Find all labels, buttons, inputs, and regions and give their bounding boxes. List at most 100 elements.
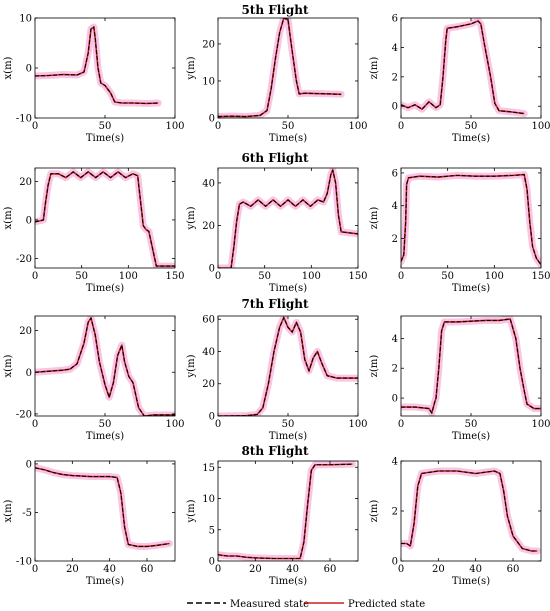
measured-series-line bbox=[218, 168, 358, 268]
y-tick-label: 40 bbox=[202, 347, 215, 358]
x-tick-label: 0 bbox=[398, 271, 404, 282]
x-tick-label: 100 bbox=[165, 121, 184, 132]
x-tick-label: 100 bbox=[302, 271, 321, 282]
row-title: 5th Flight bbox=[241, 3, 309, 17]
y-tick-label: 40 bbox=[202, 178, 215, 189]
y-axis-label: x(m) bbox=[3, 56, 14, 79]
y-axis-label: z(m) bbox=[369, 57, 380, 80]
x-tick-label: 20 bbox=[66, 564, 79, 575]
error-band bbox=[218, 316, 358, 416]
y-tick-label: 5 bbox=[209, 525, 215, 536]
y-tick-label: 10 bbox=[202, 494, 215, 505]
y-tick-label: 0 bbox=[26, 215, 32, 226]
legend-measured-label: Measured state bbox=[230, 599, 309, 610]
y-axis-label: x(m) bbox=[3, 499, 14, 522]
y-tick-label: 20 bbox=[202, 221, 215, 232]
y-axis-label: x(m) bbox=[3, 354, 14, 377]
x-tick-label: 50 bbox=[282, 419, 295, 430]
x-axis-label: Time(s) bbox=[269, 576, 307, 587]
x-axis-label: Time(s) bbox=[86, 133, 124, 144]
x-tick-label: 50 bbox=[441, 271, 454, 282]
x-tick-label: 0 bbox=[32, 271, 38, 282]
panel-zm: 0 50 100 0 2 4 6 Time(s) z(m) bbox=[369, 14, 550, 145]
y-axis-label: y(m) bbox=[186, 499, 197, 523]
measured-series-line bbox=[401, 318, 541, 415]
x-tick-label: 100 bbox=[531, 121, 550, 132]
y-axis-label: z(m) bbox=[369, 500, 380, 523]
error-band bbox=[401, 171, 541, 268]
x-tick-label: 150 bbox=[348, 271, 367, 282]
x-tick-label: 0 bbox=[215, 419, 221, 430]
x-axis-label: Time(s) bbox=[86, 576, 124, 587]
x-tick-label: 0 bbox=[215, 564, 221, 575]
x-tick-label: 100 bbox=[165, 419, 184, 430]
panel-zm: 0 50 100 0 2 4 Time(s) z(m) bbox=[369, 315, 550, 442]
plot-frame bbox=[34, 167, 176, 269]
x-tick-label: 50 bbox=[99, 419, 112, 430]
y-tick-label: 0 bbox=[26, 368, 32, 379]
panel-xm: 0 20 40 60 -10 -5 0 Time(s) x(m) bbox=[3, 459, 176, 587]
y-tick-label: 2 bbox=[392, 234, 398, 245]
y-tick-label: 20 bbox=[202, 379, 215, 390]
x-tick-label: 20 bbox=[432, 564, 445, 575]
y-tick-label: 0 bbox=[392, 102, 398, 113]
y-tick-label: -10 bbox=[16, 114, 32, 125]
y-tick-label: 60 bbox=[202, 315, 215, 326]
y-tick-label: 6 bbox=[392, 168, 398, 179]
y-tick-label: 20 bbox=[19, 177, 32, 188]
y-tick-label: -10 bbox=[16, 557, 32, 568]
y-tick-label: 10 bbox=[202, 76, 215, 87]
x-tick-label: 0 bbox=[398, 419, 404, 430]
y-axis-label: x(m) bbox=[3, 206, 14, 229]
x-axis-label: Time(s) bbox=[269, 431, 307, 442]
plot-frame bbox=[400, 17, 542, 119]
error-band bbox=[218, 168, 358, 268]
x-tick-label: 40 bbox=[286, 564, 299, 575]
panel-zm: 0 50 100 150 2 4 6 Time(s) z(m) bbox=[369, 167, 550, 294]
y-axis-label: z(m) bbox=[369, 355, 380, 378]
predicted-series-line bbox=[35, 171, 175, 267]
x-tick-label: 0 bbox=[32, 564, 38, 575]
y-axis-label: y(m) bbox=[186, 206, 197, 230]
predicted-series-line bbox=[401, 173, 541, 266]
y-tick-label: 0 bbox=[392, 394, 398, 405]
predicted-series-line bbox=[35, 467, 170, 548]
x-tick-label: 150 bbox=[165, 271, 184, 282]
measured-series-line bbox=[35, 171, 175, 267]
x-tick-label: 100 bbox=[531, 419, 550, 430]
x-tick-label: 50 bbox=[75, 271, 88, 282]
error-band bbox=[218, 461, 356, 561]
y-tick-label: 6 bbox=[392, 14, 398, 25]
plot-frame bbox=[34, 315, 176, 417]
y-tick-label: 4 bbox=[392, 334, 398, 345]
measured-series-line bbox=[401, 173, 541, 266]
measured-series-line bbox=[401, 470, 538, 552]
y-tick-label: 4 bbox=[392, 43, 398, 54]
panel-ym: 0 50 100 0 10 20 Time(s) y(m) bbox=[186, 17, 368, 144]
measured-series-line bbox=[218, 18, 342, 118]
error-band bbox=[35, 23, 162, 107]
y-tick-label: 4 bbox=[392, 201, 398, 212]
row-title: 6th Flight bbox=[241, 151, 309, 165]
error-band bbox=[401, 18, 528, 118]
x-tick-label: 100 bbox=[348, 419, 367, 430]
x-axis-label: Time(s) bbox=[86, 283, 124, 294]
x-tick-label: 20 bbox=[249, 564, 262, 575]
error-band bbox=[35, 464, 173, 550]
y-axis-label: y(m) bbox=[186, 56, 197, 80]
x-tick-label: 50 bbox=[258, 271, 271, 282]
row-title: 8th Flight bbox=[241, 444, 309, 458]
x-tick-label: 40 bbox=[103, 564, 116, 575]
error-band bbox=[401, 467, 541, 555]
y-tick-label: 2 bbox=[392, 72, 398, 83]
x-tick-label: 50 bbox=[282, 121, 295, 132]
y-tick-label: 0 bbox=[392, 557, 398, 568]
x-tick-label: 100 bbox=[348, 121, 367, 132]
y-tick-label: 15 bbox=[202, 463, 215, 474]
y-tick-label: 20 bbox=[202, 39, 215, 50]
